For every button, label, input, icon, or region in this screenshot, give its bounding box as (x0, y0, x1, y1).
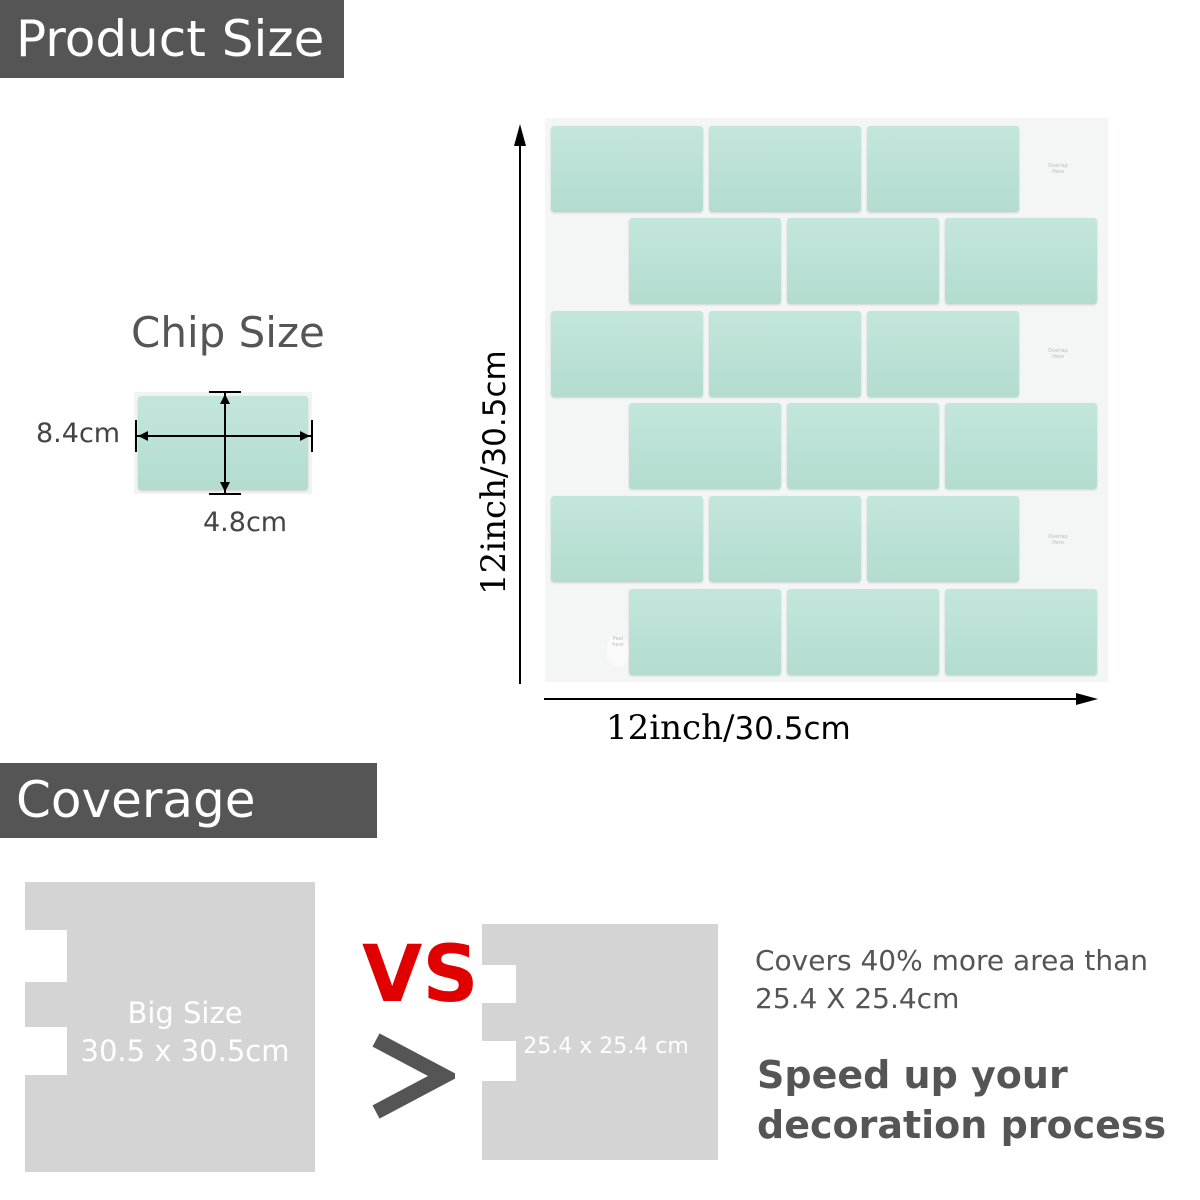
horizontal-arrow (544, 693, 1098, 705)
coverage-area-banner: Coverage Area (0, 763, 377, 904)
vertical-arrow (514, 124, 526, 684)
big-size-shape: Big Size 30.5 x 30.5cm (25, 882, 315, 1172)
subway-tile (867, 126, 1019, 212)
overlap-text: Overlap Here (1048, 163, 1068, 175)
subway-tile (787, 218, 939, 304)
subway-tile (945, 403, 1097, 489)
subway-tile (787, 589, 939, 675)
chip-title: Chip Size (131, 308, 325, 357)
chip-width-label: 8.4cm (36, 418, 121, 449)
small-size-shape: 25.4 x 25.4 cm (482, 924, 718, 1160)
subway-tile (945, 218, 1097, 304)
subway-tile (945, 589, 1097, 675)
subway-tile (787, 403, 939, 489)
subway-tile (551, 496, 703, 582)
subway-tile (867, 311, 1019, 397)
greater-than-symbol (372, 1033, 455, 1119)
peel-text: Peel here (607, 636, 629, 666)
subway-tile (629, 403, 781, 489)
slogan: Speed up your decoration process (757, 1053, 1167, 1147)
subway-tile (629, 589, 781, 675)
tile-panel: Overlap Here Overlap Here Overlap Here P… (545, 118, 1108, 682)
overlap-text: Overlap Here (1048, 534, 1068, 546)
small-size-label: 25.4 x 25.4 cm (523, 1034, 689, 1059)
subway-tile (867, 496, 1019, 582)
chip-height-label: 4.8cm (203, 507, 288, 538)
chip-dimension-arrows (135, 391, 313, 495)
subway-tile (551, 311, 703, 397)
big-size-label: Big Size 30.5 x 30.5cm (80, 996, 290, 1068)
overlap-text: Overlap Here (1048, 348, 1068, 360)
subway-tile (709, 496, 861, 582)
subway-tile (709, 311, 861, 397)
subway-tile (709, 126, 861, 212)
chip-tile (134, 392, 312, 494)
vertical-dimension-label: 12inch/30.5cm (474, 350, 514, 595)
horizontal-dimension-label: 12inch/30.5cm (606, 708, 851, 748)
vs-text: VS (362, 930, 479, 1020)
subway-tile (629, 218, 781, 304)
product-size-banner: Product Size (0, 0, 344, 78)
coverage-description: Covers 40% more area than 25.4 X 25.4cm (755, 944, 1149, 1015)
subway-tile (551, 126, 703, 212)
